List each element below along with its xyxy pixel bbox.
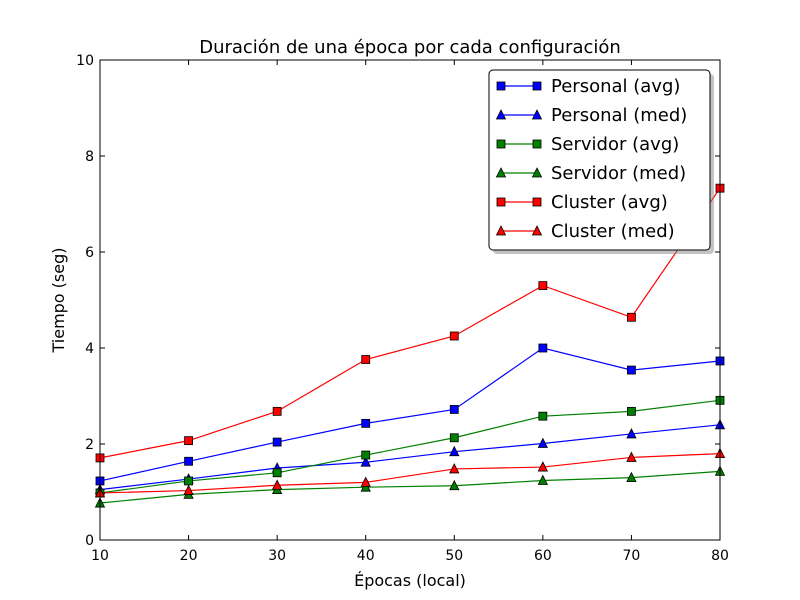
data-point bbox=[360, 456, 371, 467]
data-point bbox=[271, 479, 283, 490]
data-point bbox=[361, 355, 371, 364]
series-line-2 bbox=[100, 399, 720, 494]
data-point bbox=[449, 331, 459, 341]
legend-marker bbox=[495, 225, 507, 236]
legend-marker bbox=[532, 139, 542, 149]
x-tick-label: 30 bbox=[268, 548, 286, 564]
data-point bbox=[449, 479, 460, 491]
legend-label: Personal (med) bbox=[551, 105, 687, 126]
y-tick-label: 8 bbox=[85, 149, 94, 165]
series-line-3 bbox=[100, 470, 720, 504]
series-line-1 bbox=[100, 424, 720, 491]
series-line-4 bbox=[100, 187, 720, 459]
legend-marker bbox=[532, 81, 542, 91]
series-line-0 bbox=[100, 347, 720, 482]
y-axis: 0 2 4 6 8 10 bbox=[76, 53, 720, 549]
data-point bbox=[184, 436, 193, 446]
x-tick-label: 60 bbox=[534, 548, 552, 564]
data-point bbox=[537, 474, 549, 485]
data-point bbox=[449, 405, 459, 414]
legend-marker bbox=[495, 167, 507, 178]
data-point bbox=[361, 450, 371, 460]
data-point bbox=[538, 281, 548, 291]
y-tick-label: 0 bbox=[85, 533, 94, 549]
data-point bbox=[538, 411, 548, 421]
legend: Personal (avg) Personal (med) Servidor (av… bbox=[488, 69, 714, 254]
chart-title: Duración de una época por cada configura… bbox=[199, 37, 621, 58]
data-point bbox=[183, 484, 194, 495]
data-point bbox=[272, 437, 282, 447]
x-axis: 10 20 30 40 50 60 70 80 bbox=[91, 60, 729, 564]
x-axis-label: Épocas (local) bbox=[354, 571, 466, 590]
data-point bbox=[184, 456, 193, 466]
data-point bbox=[627, 406, 636, 416]
data-point bbox=[361, 418, 371, 428]
legend-label: Servidor (med) bbox=[551, 163, 686, 184]
x-tick-label: 80 bbox=[711, 548, 729, 564]
legend-marker bbox=[531, 109, 543, 120]
y-axis-label: Tiempo (seg) bbox=[49, 247, 68, 353]
legend-marker bbox=[531, 225, 543, 236]
x-tick-label: 40 bbox=[357, 548, 375, 564]
plot-frame bbox=[99, 59, 721, 541]
legend-label: Cluster (avg) bbox=[551, 192, 668, 213]
x-tick-label: 50 bbox=[445, 548, 463, 564]
data-point bbox=[627, 312, 636, 322]
data-point bbox=[537, 437, 549, 448]
series-layer bbox=[100, 187, 720, 504]
legend-marker bbox=[532, 197, 542, 207]
data-point bbox=[272, 468, 282, 478]
legend-marker bbox=[496, 197, 506, 207]
y-tick-label: 10 bbox=[76, 53, 94, 69]
data-point bbox=[626, 451, 637, 462]
x-tick-label: 10 bbox=[91, 548, 109, 564]
data-point bbox=[449, 463, 460, 474]
data-point bbox=[538, 343, 548, 353]
data-point bbox=[184, 476, 193, 486]
data-point bbox=[272, 406, 282, 416]
legend-marker bbox=[495, 109, 507, 120]
data-point bbox=[449, 433, 459, 443]
legend-marker bbox=[496, 81, 506, 91]
legend-label: Servidor (avg) bbox=[551, 134, 679, 155]
data-point bbox=[627, 365, 636, 375]
data-point bbox=[537, 461, 549, 472]
data-point bbox=[626, 428, 637, 439]
data-point bbox=[449, 445, 460, 457]
x-tick-label: 70 bbox=[623, 548, 641, 564]
data-point bbox=[360, 476, 371, 487]
legend-marker bbox=[531, 167, 543, 178]
y-tick-label: 4 bbox=[85, 341, 94, 357]
legend-label: Personal (avg) bbox=[551, 76, 680, 97]
y-tick-label: 2 bbox=[85, 437, 94, 453]
legend-label: Cluster (med) bbox=[551, 221, 675, 242]
legend-marker bbox=[496, 139, 506, 149]
x-tick-label: 20 bbox=[180, 548, 198, 564]
data-point bbox=[626, 471, 637, 483]
y-tick-label: 6 bbox=[85, 245, 94, 261]
series-line-5 bbox=[100, 453, 720, 494]
legend-box bbox=[488, 69, 711, 251]
